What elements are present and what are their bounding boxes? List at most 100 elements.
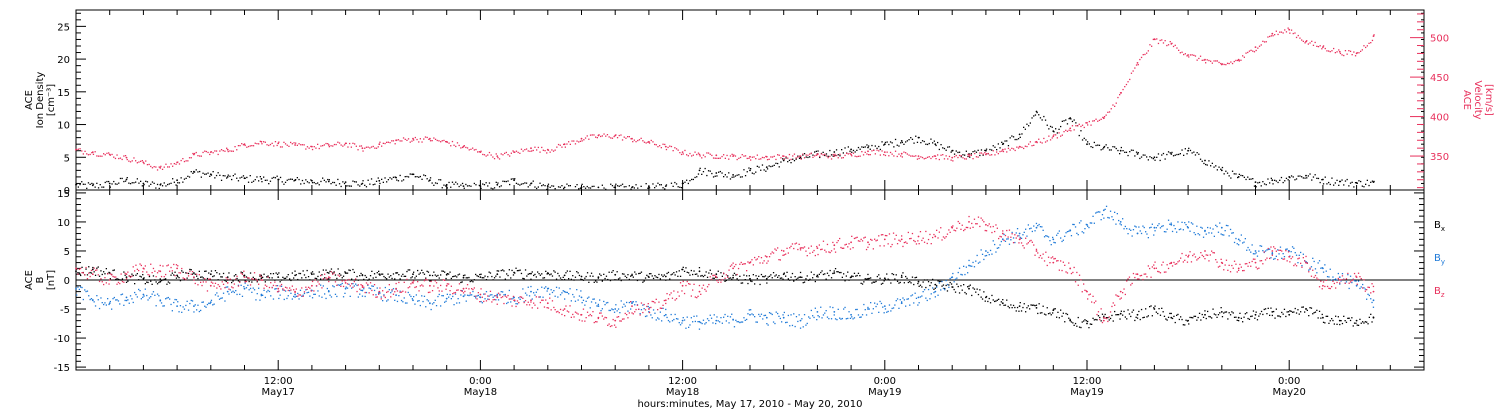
bx-series-point <box>1362 321 1364 323</box>
by-series-point <box>1111 216 1113 218</box>
bz-series-point <box>1023 247 1025 249</box>
velocity-series-point <box>1263 41 1266 43</box>
bz-series-point <box>746 270 748 272</box>
bz-series-point <box>1157 270 1159 273</box>
velocity-series-point <box>199 155 201 157</box>
by-series-point <box>1332 276 1334 278</box>
bx-series-point <box>1136 313 1139 316</box>
bz-series-point <box>1007 236 1009 238</box>
by-series-point <box>1251 244 1253 246</box>
velocity-series-point <box>145 160 147 162</box>
by-series-point <box>1235 237 1237 240</box>
density-series-point <box>1277 181 1279 184</box>
bz-series-point <box>320 274 322 277</box>
bx-series-point <box>356 275 358 278</box>
by-series-point <box>967 272 969 274</box>
bz-series-point <box>88 272 90 274</box>
bx-series-point <box>681 268 684 271</box>
density-series-point <box>426 178 428 180</box>
by-series-point <box>654 312 656 314</box>
velocity-series-point <box>460 147 462 149</box>
by-series-point <box>1047 236 1050 238</box>
velocity-series-point <box>131 160 133 162</box>
by-series-point <box>895 300 897 302</box>
velocity-series-point <box>648 140 650 143</box>
bx-series-point <box>692 273 694 276</box>
density-series-point <box>984 149 986 152</box>
bx-series-point <box>654 275 656 277</box>
bz-series-point <box>601 315 603 317</box>
bz-series-point <box>166 265 168 267</box>
velocity-series-point <box>595 136 597 138</box>
bz-series-point <box>1096 313 1098 316</box>
bx-series-point <box>945 284 947 287</box>
by-series-point <box>77 286 79 288</box>
bz-series-point <box>1200 252 1202 254</box>
bx-series-point <box>1027 305 1029 307</box>
bz-series-point <box>1124 293 1126 296</box>
velocity-series-point <box>463 145 465 147</box>
bz-series-point <box>855 237 857 239</box>
velocity-series-point <box>259 140 261 142</box>
bz-series-point <box>781 249 783 252</box>
density-series-point <box>1269 182 1271 184</box>
by-series-point <box>361 295 364 297</box>
density-series-point <box>916 141 919 143</box>
velocity-series-point <box>284 143 287 145</box>
velocity-series-point <box>664 143 666 146</box>
bx-series-point <box>951 286 954 288</box>
by-series-point <box>551 291 554 294</box>
by-series-point <box>202 301 204 303</box>
velocity-series-point <box>1122 88 1124 91</box>
density-series-point <box>524 182 526 184</box>
density-series-point <box>263 176 265 178</box>
by-series-point <box>353 285 355 287</box>
bx-series-point <box>146 281 148 283</box>
velocity-series-point <box>374 147 376 149</box>
velocity-series-point <box>920 156 922 158</box>
bx-series-point <box>150 280 152 282</box>
density-series-point <box>756 165 758 167</box>
bz-series-point <box>290 289 292 291</box>
velocity-series-point <box>812 156 814 158</box>
bx-series-point <box>580 275 583 278</box>
bx-series-point <box>227 279 229 281</box>
velocity-series-point <box>689 152 691 155</box>
by-series-point <box>178 311 180 313</box>
density-series-point <box>354 181 356 183</box>
density-series-point <box>716 175 718 177</box>
by-series-point <box>608 309 610 312</box>
by-series-point <box>861 314 864 316</box>
density-series-point <box>418 176 420 178</box>
density-series-point <box>1231 170 1234 172</box>
bx-series-point <box>218 273 221 275</box>
bx-series-point <box>631 273 633 275</box>
density-series-point <box>1338 184 1340 186</box>
velocity-series-point <box>1260 44 1262 46</box>
density-series-point <box>1117 149 1119 152</box>
bx-series-point <box>252 276 254 278</box>
density-series-point <box>1023 126 1025 128</box>
bx-series-point <box>836 271 838 273</box>
by-series-point <box>1096 211 1098 213</box>
bz-series-point <box>251 278 253 280</box>
bx-series-point <box>1267 307 1269 309</box>
bx-series-point <box>231 281 233 284</box>
velocity-series-point <box>554 149 556 151</box>
by-series-point <box>859 316 861 318</box>
bz-series-point <box>1135 273 1137 275</box>
bz-series-point <box>715 275 717 277</box>
density-series-point <box>327 178 329 181</box>
velocity-series-point <box>1290 29 1293 31</box>
bz-series-point <box>341 280 343 282</box>
density-series-point <box>219 174 221 176</box>
by-series-point <box>1018 235 1020 237</box>
density-series-point <box>335 184 337 186</box>
bx-series-point <box>1154 305 1156 307</box>
by-series-point <box>155 305 157 307</box>
by-series-point <box>1014 241 1016 244</box>
bz-series-point <box>644 309 647 311</box>
bz-series-point <box>373 284 376 286</box>
bz-series-point <box>245 280 248 283</box>
velocity-series-point <box>1006 151 1008 153</box>
